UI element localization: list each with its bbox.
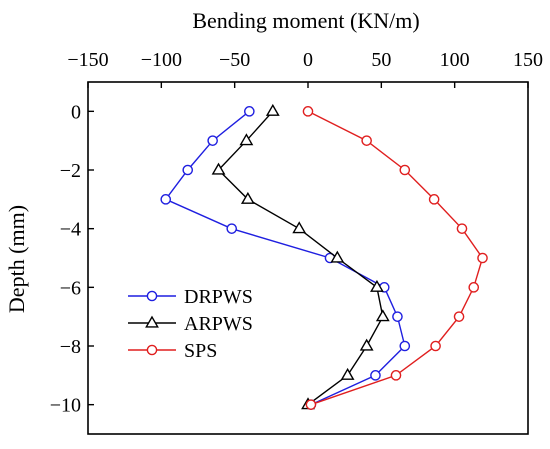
legend-marker (146, 344, 158, 356)
series-layer (160, 103, 488, 410)
sps-point (468, 282, 480, 293)
arpws-point (375, 309, 390, 322)
x-axis-title: Bending moment (KN/m) (192, 8, 419, 33)
legend-label: SPS (184, 340, 217, 362)
y-tick-label: −2 (60, 160, 81, 182)
x-tick-label: −50 (219, 49, 250, 71)
arpws-point (239, 133, 254, 146)
plot-frame (87, 81, 529, 435)
arpws-point (330, 250, 345, 263)
x-tick-label: 100 (440, 49, 470, 71)
arpws-point (370, 279, 384, 292)
drpws-point (399, 340, 411, 352)
x-tick-label: −100 (141, 49, 182, 71)
x-axis-ticks: −150 −100 −50 0 50 100 150 (67, 49, 543, 88)
y-tick-label: −10 (50, 395, 81, 417)
legend-marker (146, 290, 158, 302)
y-axis-ticks: 0 −2 −4 −6 −8 −10 (50, 101, 94, 417)
sps-point (477, 252, 488, 264)
legend-marker (145, 315, 159, 328)
y-axis-title: Depth (mm) (4, 205, 29, 313)
legend: DRPWS ARPWS SPS (128, 286, 253, 362)
sps-point (430, 340, 441, 352)
sps-point (302, 106, 314, 117)
arpws-point (292, 221, 307, 234)
x-tick-label: 150 (513, 49, 543, 71)
sps-point (390, 370, 402, 381)
arpws-point (359, 338, 374, 351)
sps-point (453, 311, 465, 322)
drpws-point (244, 106, 255, 117)
sps-point (399, 164, 411, 176)
y-tick-label: −6 (60, 277, 81, 299)
sps-point (456, 223, 468, 234)
arpws-point (340, 367, 355, 380)
drpws-point (207, 135, 218, 146)
arpws-point (240, 191, 255, 204)
arpws-point (211, 162, 226, 175)
y-tick-label: −8 (60, 336, 81, 358)
x-tick-label: 50 (371, 49, 391, 71)
drpws-point (370, 370, 381, 381)
legend-entry-sps: SPS (128, 340, 217, 362)
drpws-point (392, 311, 403, 322)
sps-point (428, 194, 440, 205)
arpws-line (217, 110, 384, 406)
drpws-point (182, 164, 194, 176)
x-tick-label: −150 (67, 49, 108, 71)
legend-label: DRPWS (184, 286, 253, 308)
x-tick-label: 0 (303, 49, 313, 71)
drpws-point (160, 194, 172, 205)
legend-label: ARPWS (184, 313, 253, 335)
series-sps (302, 106, 488, 410)
arpws-point (265, 103, 280, 116)
drpws-point (226, 223, 238, 234)
sps-point (361, 135, 372, 146)
y-tick-label: 0 (71, 101, 81, 123)
series-arpws (211, 103, 390, 410)
y-tick-label: −4 (60, 219, 81, 241)
legend-entry-arpws: ARPWS (128, 313, 253, 335)
legend-entry-drpws: DRPWS (128, 286, 253, 308)
series-drpws (160, 106, 411, 410)
sps-point (305, 399, 317, 410)
